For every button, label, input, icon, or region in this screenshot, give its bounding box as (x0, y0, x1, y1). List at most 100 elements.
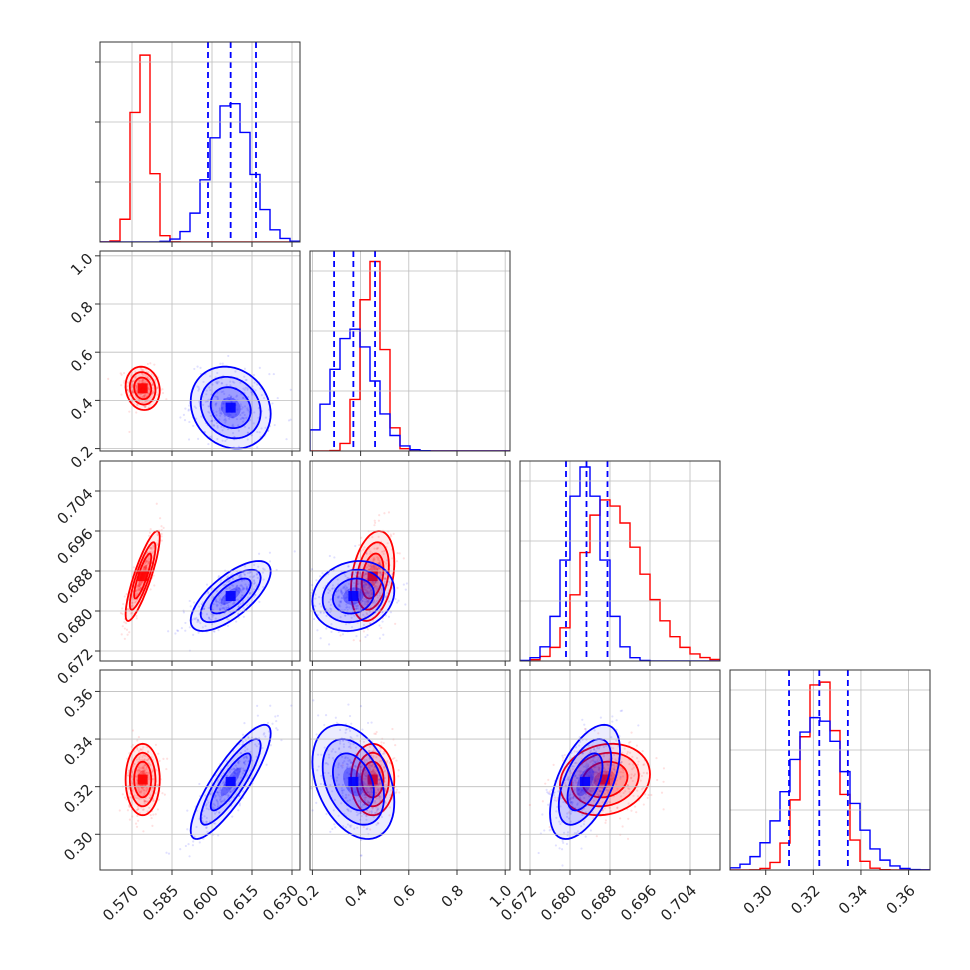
scatter-point (364, 796, 367, 799)
scatter-point (327, 588, 330, 591)
scatter-point (343, 608, 346, 612)
scatter-point (368, 590, 372, 593)
scatter-point (389, 794, 392, 797)
scatter-point (362, 781, 366, 784)
scatter-point (584, 790, 587, 793)
scatter-point (360, 607, 364, 610)
scatter-point (242, 615, 245, 618)
hist-panel-0 (95, 41, 301, 247)
scatter-point (127, 769, 130, 772)
scatter-point (197, 620, 200, 623)
scatter-point (388, 814, 391, 817)
scatter-point (184, 844, 187, 848)
scatter-point (354, 746, 358, 749)
scatter-point (370, 810, 373, 813)
scatter-point (362, 777, 365, 780)
scatter-point (144, 566, 148, 570)
scatter-point (139, 767, 142, 770)
scatter-point (319, 782, 322, 786)
scatter-point (655, 757, 658, 760)
scatter-point (589, 751, 592, 754)
scatter-point (316, 753, 320, 756)
scatter-point (346, 756, 349, 760)
scatter-point (260, 427, 263, 430)
scatter-point (355, 635, 358, 638)
scatter-point (580, 774, 583, 777)
scatter-point (347, 565, 350, 568)
scatter-point (363, 588, 367, 591)
scatter-point (208, 793, 212, 796)
scatter-point (263, 568, 266, 571)
scatter-point (587, 775, 590, 778)
scatter-point (342, 743, 345, 746)
scatter-point (363, 585, 366, 589)
scatter-point (602, 777, 606, 780)
scatter-point (371, 580, 375, 583)
scatter-point (559, 822, 562, 826)
scatter-point (237, 761, 240, 764)
scatter-point (362, 803, 365, 806)
scatter-point (242, 587, 246, 590)
scatter-point (262, 397, 266, 400)
scatter-point (344, 731, 347, 734)
scatter-point (364, 775, 368, 778)
scatter-point (349, 742, 352, 746)
scatter-point (583, 820, 586, 823)
scatter-point (154, 792, 157, 795)
scatter-point (137, 735, 141, 739)
scatter-point (194, 406, 198, 410)
scatter-point (140, 580, 144, 583)
scatter-point (221, 439, 224, 442)
scatter-point (362, 740, 366, 744)
scatter-point (232, 788, 235, 792)
scatter-point (319, 637, 322, 640)
scatter-point (203, 607, 206, 610)
scatter-point (650, 793, 653, 797)
scatter-point (184, 407, 187, 410)
scatter-point (370, 564, 373, 567)
scatter-point (141, 748, 144, 751)
scatter-point (211, 615, 214, 618)
scatter-point (567, 762, 571, 766)
scatter-point (570, 797, 573, 800)
scatter-point (606, 800, 610, 803)
scatter-point (215, 414, 218, 417)
y-tick-label-2-3: 0.696 (53, 525, 96, 568)
scatter-point (233, 774, 236, 778)
scatter-point (381, 573, 385, 577)
scatter-point (577, 792, 580, 796)
scatter-point (604, 768, 607, 771)
scatter-point (593, 766, 596, 769)
scatter-point (587, 764, 590, 768)
scatter-point (627, 802, 630, 805)
scatter-point (347, 759, 350, 762)
scatter-point (317, 714, 320, 717)
histogram-series-0 (520, 499, 720, 661)
scatter-point (236, 769, 239, 772)
scatter-point (153, 363, 156, 366)
scatter-point (545, 788, 548, 791)
scatter-point (357, 575, 360, 578)
scatter-point (138, 588, 141, 591)
scatter-point (346, 577, 349, 580)
scatter-point (237, 429, 240, 432)
scatter-point (341, 789, 344, 793)
scatter-point (383, 769, 387, 772)
scatter-point (388, 582, 391, 585)
scatter-point (597, 774, 600, 778)
scatter-point (598, 804, 601, 808)
scatter-point (620, 761, 623, 764)
scatter-point (642, 763, 645, 767)
scatter-point (546, 791, 549, 794)
scatter-point (225, 760, 228, 763)
scatter-point (129, 394, 132, 398)
scatter-point (371, 560, 375, 563)
scatter-point (376, 568, 379, 571)
scatter-point (213, 796, 216, 799)
scatter-point (340, 786, 343, 790)
scatter-point (235, 773, 238, 776)
scatter-point (325, 614, 328, 617)
scatter-point (254, 389, 257, 392)
scatter-point (139, 748, 142, 752)
scatter-point (209, 375, 212, 378)
